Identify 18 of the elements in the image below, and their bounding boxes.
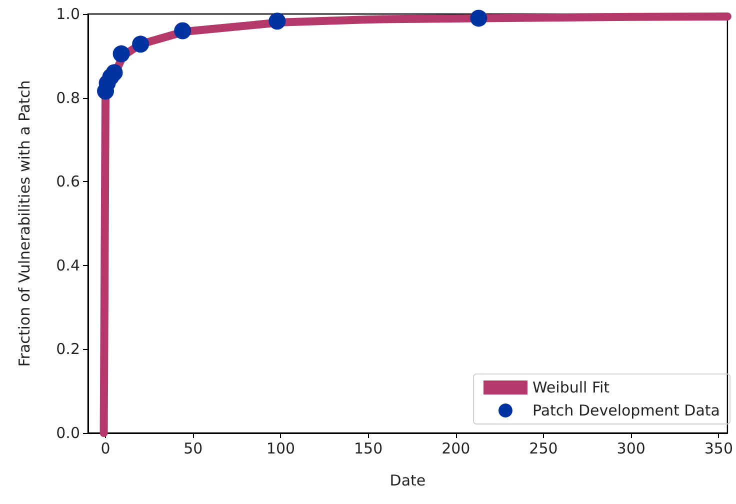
x-tick-label: 300 [616, 440, 646, 458]
y-tick-label: 0.4 [56, 256, 80, 274]
legend-label: Patch Development Data [532, 402, 720, 420]
x-tick-label: 350 [704, 440, 734, 458]
x-tick-label: 150 [354, 440, 383, 458]
x-tick-label: 200 [442, 440, 470, 458]
x-axis-title: Date [390, 472, 426, 490]
x-tick-label: 100 [266, 440, 296, 458]
y-tick-label: 0.8 [56, 88, 80, 107]
y-tick-label: 0.0 [56, 424, 80, 442]
x-tick-label: 50 [184, 440, 203, 458]
y-tick-label: 1.0 [56, 5, 80, 23]
x-tick-label: 0 [100, 440, 110, 458]
y-tick-label: 0.2 [56, 340, 80, 358]
y-axis-title: Fraction of Vulnerabilities with a Patch [16, 80, 34, 367]
legend-label: Weibull Fit [532, 378, 610, 396]
x-tick-label: 250 [529, 440, 558, 458]
y-tick-label: 0.6 [56, 172, 80, 191]
